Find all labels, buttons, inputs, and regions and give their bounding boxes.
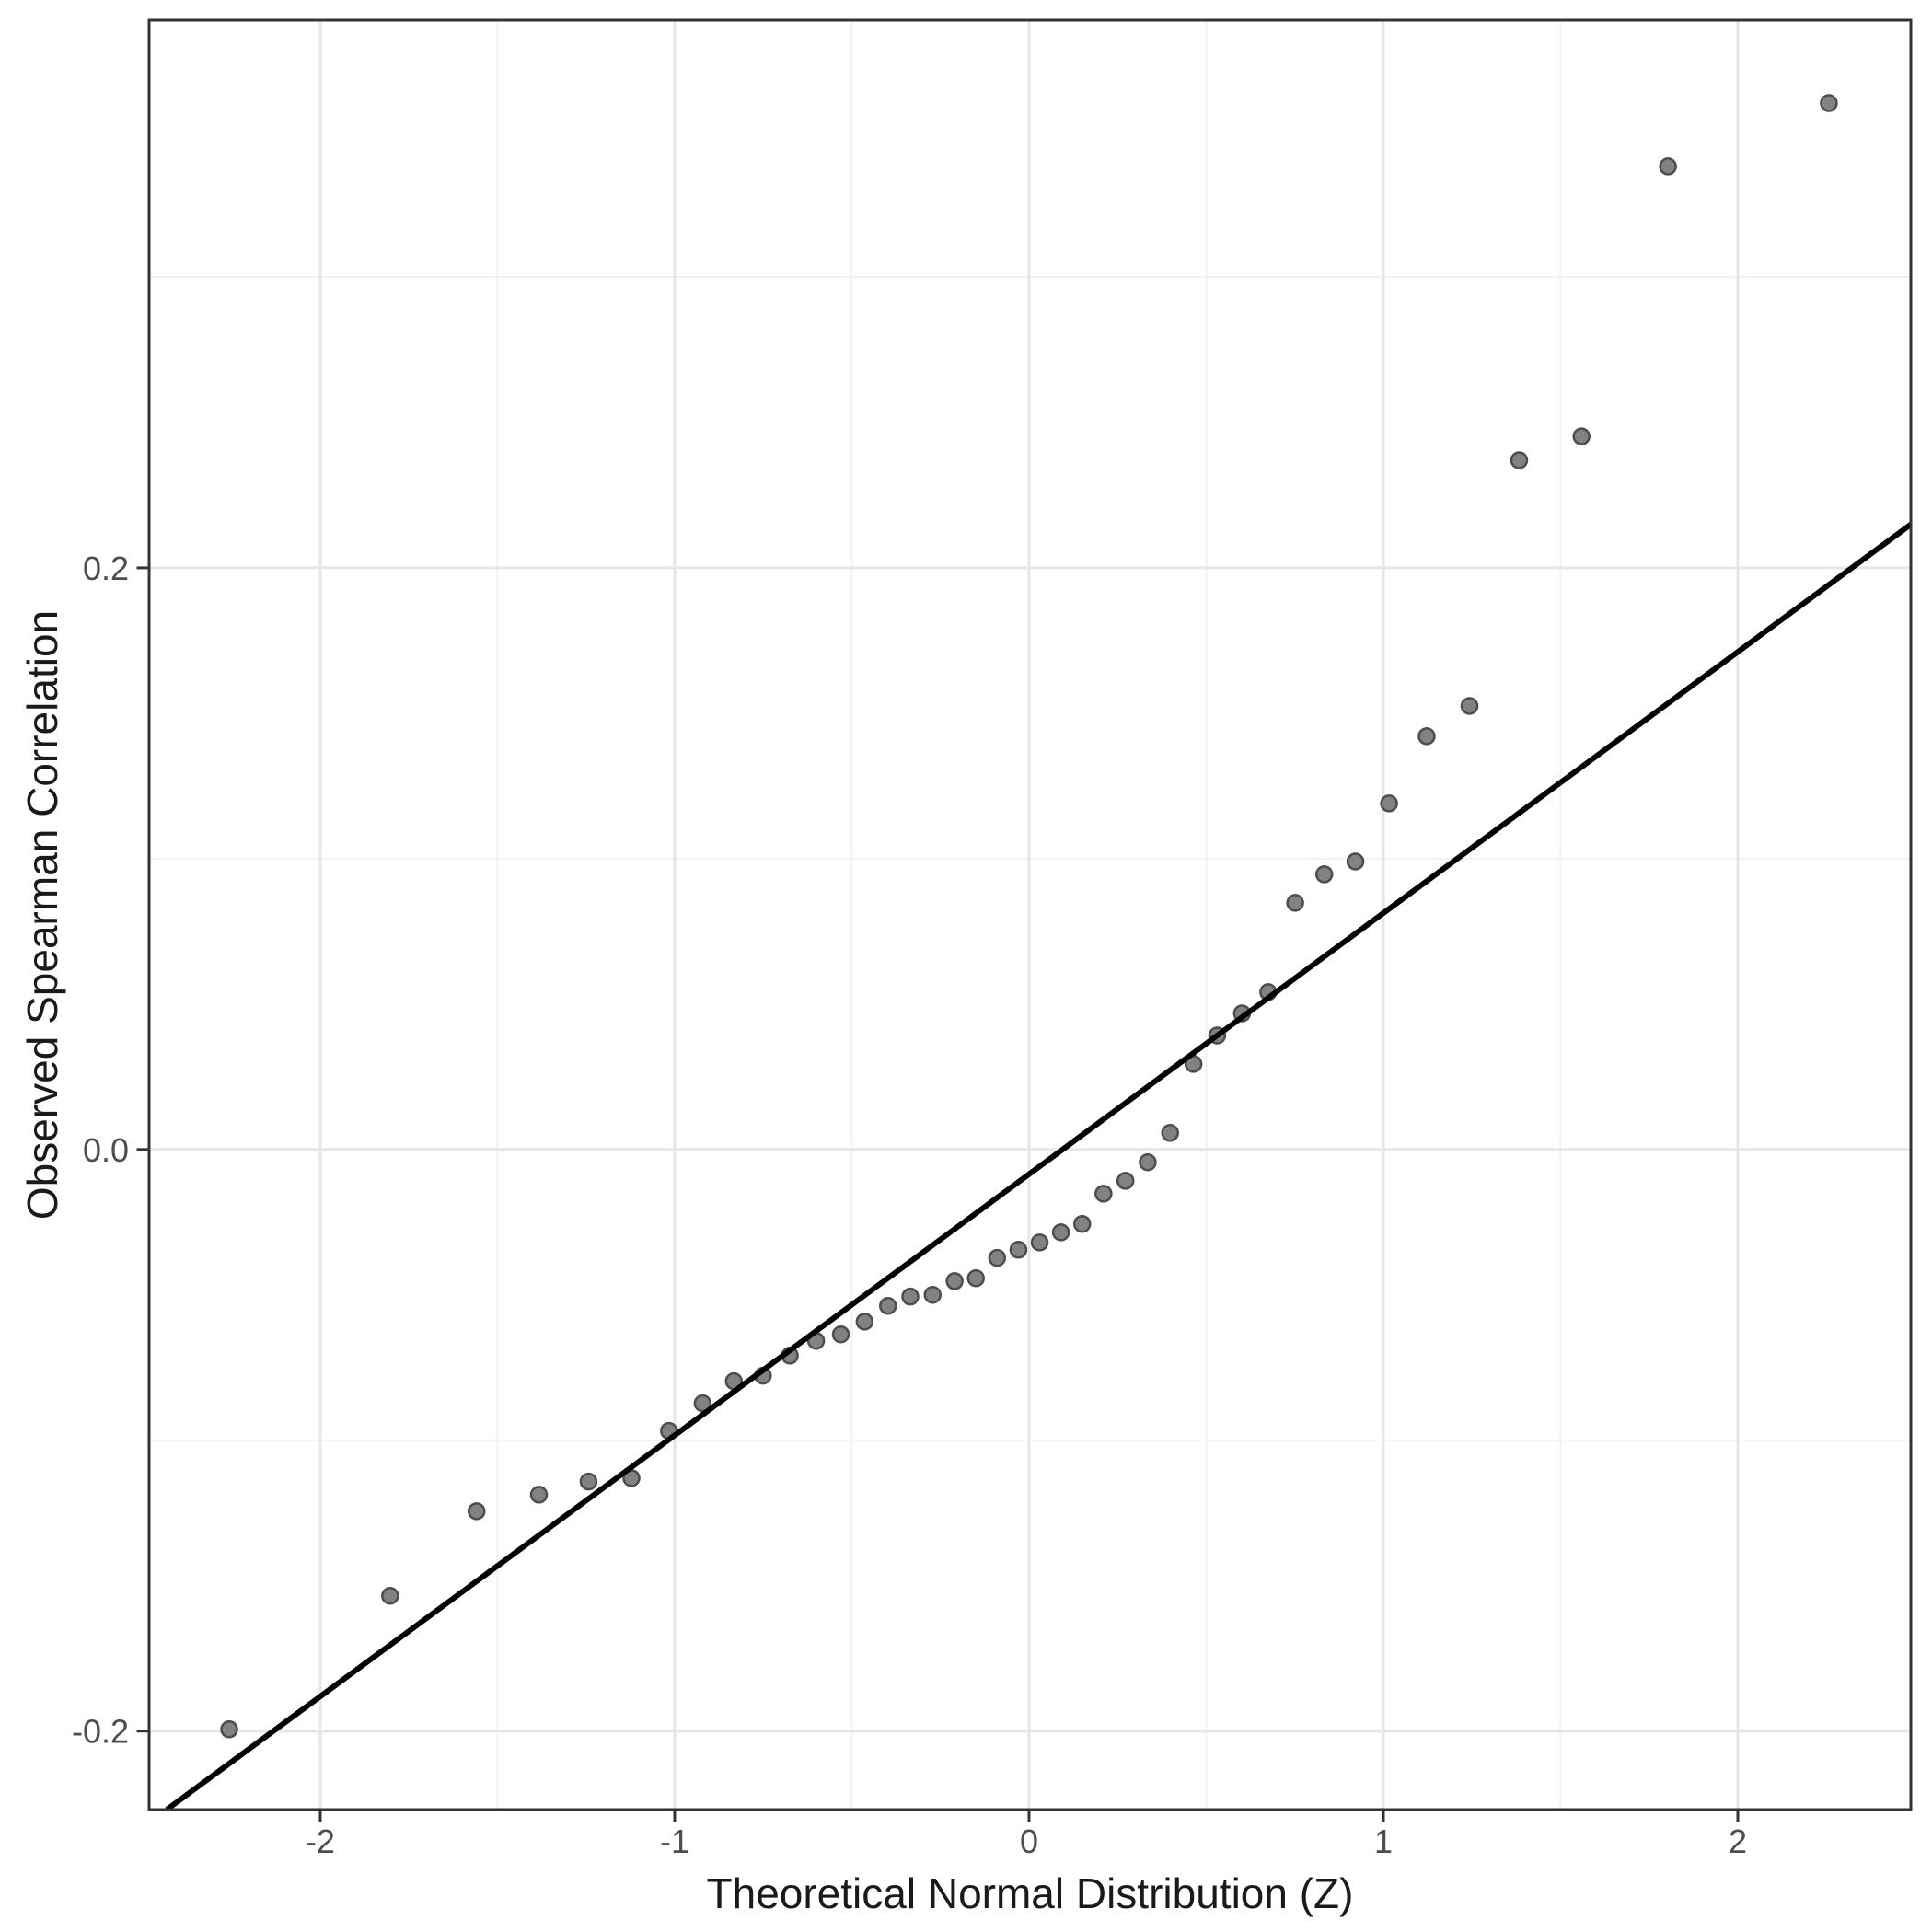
data-point [855,1313,874,1331]
data-point [1820,94,1838,112]
data-point [966,1269,985,1288]
data-point [1417,727,1436,746]
data-point [1030,1233,1049,1252]
data-point [1094,1185,1113,1203]
data-point [1510,451,1529,469]
data-point [1380,794,1398,813]
data-point [1072,1214,1092,1233]
data-point [1139,1152,1157,1172]
data-point [878,1297,897,1315]
data-point [1659,157,1677,176]
data-point [220,1720,238,1739]
data-point [901,1287,920,1306]
data-point [988,1248,1007,1267]
y-axis-tick-label: 0.2 [83,550,129,587]
y-axis-tick-label: -0.2 [72,1713,129,1751]
panel-border [147,18,1913,1811]
y-axis-tick-label: 0.0 [83,1131,129,1169]
data-point [579,1472,598,1491]
data-point [529,1486,549,1504]
data-point [923,1286,943,1304]
data-point [467,1502,486,1521]
qq-reference-line [165,522,1913,1812]
data-point [1572,427,1591,445]
data-point [381,1587,399,1605]
data-point [1051,1223,1070,1242]
data-point [945,1272,964,1290]
x-axis-tick-label: 0 [1020,1822,1038,1860]
x-axis-tick-label: -2 [306,1822,335,1860]
data-point [831,1325,850,1344]
data-point [1116,1172,1135,1190]
data-point [1314,865,1334,884]
data-point [1286,894,1304,912]
data-point [693,1394,712,1413]
y-axis-title: Observed Spearman Correlation [18,609,66,1221]
data-point [1009,1241,1028,1259]
x-axis-tick-label: 2 [1729,1822,1747,1860]
data-point [1161,1124,1179,1142]
x-axis-title: Theoretical Normal Distribution (Z) [706,1869,1354,1917]
x-axis-tick-label: 1 [1374,1822,1393,1860]
x-axis-tick-label: -1 [660,1822,689,1860]
data-point [1346,852,1365,871]
data-point [1460,697,1479,715]
